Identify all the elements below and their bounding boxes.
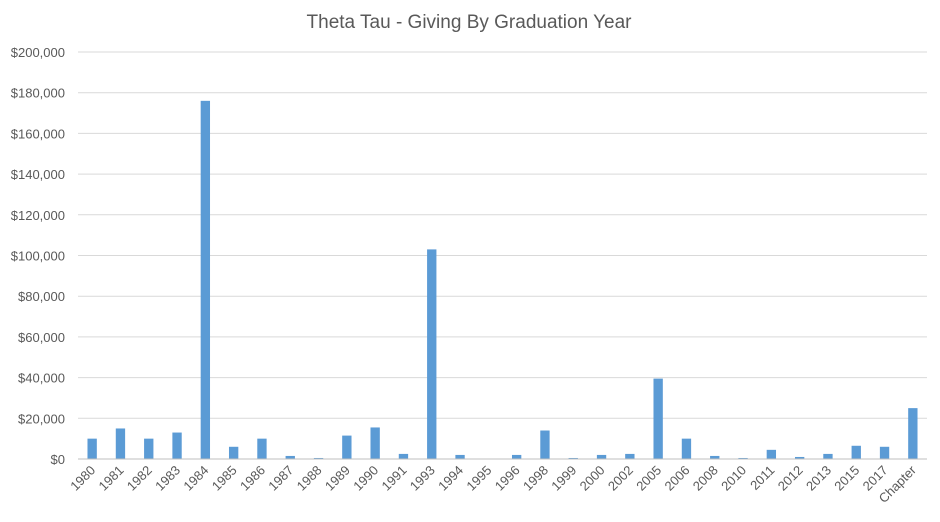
- x-tick-label: 2012: [775, 463, 806, 494]
- bar: [653, 378, 663, 459]
- x-tick-label: 2010: [718, 463, 749, 494]
- bar: [879, 446, 890, 459]
- y-tick-label: $60,000: [18, 330, 65, 345]
- x-axis-tick-labels: 1980198119821983198419851986198719881989…: [67, 462, 919, 506]
- bar: [398, 453, 409, 459]
- x-tick-label: 1989: [322, 463, 353, 494]
- x-tick-label: 2000: [577, 463, 608, 494]
- chart-title: Theta Tau - Giving By Graduation Year: [307, 12, 633, 33]
- x-tick-label: 1998: [520, 463, 551, 494]
- x-tick-label: 1993: [407, 463, 438, 494]
- bar: [738, 457, 748, 459]
- bar: [908, 408, 918, 459]
- bar: [851, 445, 861, 459]
- x-tick-label: 1991: [379, 463, 410, 494]
- y-tick-label: $160,000: [11, 126, 65, 141]
- bar: [596, 454, 607, 459]
- bar: [87, 438, 97, 459]
- bar: [540, 430, 550, 459]
- y-tick-label: $40,000: [18, 371, 65, 386]
- bar: [313, 457, 324, 459]
- x-tick-label: 1986: [237, 463, 268, 494]
- bar: [115, 428, 126, 459]
- bar: [144, 438, 154, 459]
- x-tick-label: 2011: [747, 463, 777, 493]
- y-tick-label: $80,000: [18, 289, 65, 304]
- x-tick-label: 2015: [831, 463, 862, 494]
- y-tick-label: $20,000: [18, 411, 65, 426]
- x-tick-label: 1999: [548, 463, 579, 494]
- x-tick-label: 1983: [152, 463, 183, 494]
- bar: [823, 453, 833, 459]
- x-tick-label: 1985: [209, 463, 240, 494]
- y-tick-label: $120,000: [11, 208, 65, 223]
- x-tick-label: 1980: [67, 463, 98, 494]
- x-tick-label: 1987: [265, 463, 296, 494]
- bar: [200, 100, 211, 459]
- bar: [342, 435, 352, 459]
- bar: [568, 457, 578, 459]
- bar: [172, 432, 182, 459]
- x-tick-label: 1994: [435, 463, 466, 494]
- bar: [794, 456, 805, 459]
- x-tick-label: 2002: [605, 463, 636, 494]
- y-tick-label: $0: [51, 452, 65, 467]
- x-tick-label: 2006: [662, 463, 693, 494]
- bar: [455, 454, 465, 459]
- bar: [285, 455, 295, 459]
- bar: [681, 438, 692, 459]
- bars: [87, 100, 918, 459]
- bar: [625, 453, 635, 459]
- x-tick-label: 1995: [463, 463, 494, 494]
- x-tick-label: 1988: [294, 463, 325, 494]
- x-tick-label: 1990: [350, 463, 381, 494]
- bar: [370, 427, 380, 459]
- x-tick-label: 1984: [180, 463, 211, 494]
- x-tick-label: 2005: [633, 463, 664, 494]
- y-tick-label: $140,000: [11, 167, 65, 182]
- x-tick-label: 1996: [492, 463, 523, 494]
- gridlines: [78, 51, 927, 419]
- x-tick-label: 2008: [690, 463, 721, 494]
- x-tick-label: 1982: [124, 463, 155, 494]
- x-tick-label: 2013: [803, 463, 834, 494]
- y-axis-tick-labels: $0 $20,000 $40,000 $60,000 $80,000 $100,000 $1…: [11, 45, 65, 467]
- y-tick-label: $100,000: [11, 249, 65, 264]
- y-tick-label: $200,000: [11, 45, 65, 60]
- bar: [257, 438, 267, 459]
- bar: [511, 454, 522, 459]
- bar: [228, 446, 239, 459]
- bar: [710, 455, 720, 459]
- y-tick-label: $180,000: [11, 86, 65, 101]
- x-tick-label: 1981: [96, 463, 127, 494]
- bar: [427, 249, 437, 459]
- bar: [766, 449, 777, 459]
